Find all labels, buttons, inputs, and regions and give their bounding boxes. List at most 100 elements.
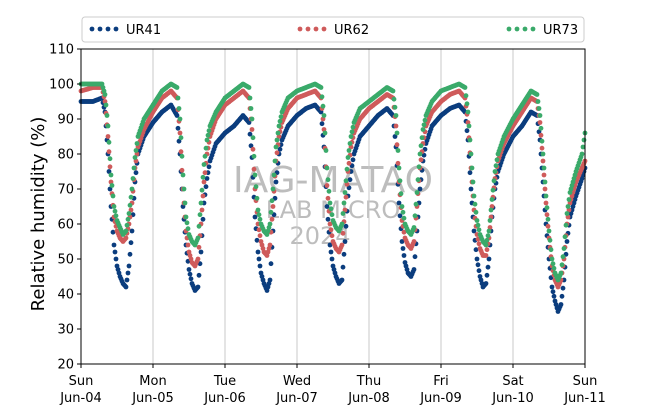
data-point [338, 223, 344, 229]
data-point [536, 129, 542, 135]
data-point [107, 164, 113, 170]
data-point [203, 184, 209, 190]
y-tick-label: 70 [57, 183, 74, 198]
data-point [202, 153, 208, 159]
data-point [482, 253, 488, 258]
data-point [479, 236, 485, 242]
data-point [106, 139, 112, 145]
data-point [199, 207, 205, 213]
data-point [109, 183, 115, 188]
data-point [105, 123, 111, 129]
data-point [122, 229, 128, 235]
data-point [400, 246, 406, 251]
data-point [113, 256, 119, 262]
data-point [536, 106, 542, 111]
data-point [272, 158, 278, 164]
data-point [418, 143, 424, 149]
data-point [204, 176, 210, 181]
y-axis: 20 30 40 50 60 70 80 90 100 110 [49, 43, 81, 373]
data-point [401, 253, 407, 258]
data-point [346, 185, 352, 191]
data-point [538, 132, 544, 138]
data-point [328, 206, 334, 212]
data-point [564, 239, 570, 244]
data-point [202, 170, 208, 176]
data-point [194, 258, 200, 264]
data-point [129, 186, 135, 192]
data-point [133, 148, 139, 153]
data-point [134, 141, 140, 146]
data-point [198, 200, 204, 206]
data-point [557, 304, 563, 310]
data-point [200, 193, 206, 199]
data-point [469, 165, 475, 171]
data-point [389, 88, 395, 93]
data-point [329, 212, 335, 218]
data-point [122, 283, 128, 289]
data-point [204, 137, 210, 143]
data-point [410, 227, 416, 233]
legend-marker [313, 26, 319, 32]
y-tick-label: 110 [49, 43, 74, 58]
data-point [560, 285, 566, 291]
data-point [428, 111, 434, 117]
data-point [212, 144, 218, 149]
data-point [108, 172, 114, 178]
data-point [268, 209, 274, 215]
data-point [414, 190, 420, 195]
data-point [538, 125, 544, 131]
data-point [395, 148, 401, 153]
x-tick-day: Sat [502, 374, 523, 389]
legend-label: UR62 [334, 23, 369, 38]
data-point [181, 186, 187, 192]
data-point [559, 293, 565, 299]
data-point [410, 241, 416, 247]
data-point [203, 145, 209, 151]
data-point [182, 200, 188, 206]
data-point [332, 270, 338, 276]
data-point [545, 216, 551, 222]
data-point [464, 128, 470, 134]
data-point [537, 120, 543, 125]
data-point [476, 268, 482, 274]
data-point [476, 241, 482, 247]
data-point [124, 277, 130, 283]
data-point [347, 141, 353, 146]
data-point [284, 125, 290, 131]
data-point [126, 211, 132, 216]
data-point [196, 244, 202, 250]
x-tick-day: Sun [69, 374, 94, 389]
data-point [560, 254, 566, 260]
data-point [549, 284, 555, 290]
data-point [128, 194, 134, 200]
data-point [179, 167, 185, 173]
y-tick-label: 20 [57, 358, 74, 373]
data-point [276, 123, 282, 129]
data-point [428, 101, 434, 107]
data-point [542, 186, 548, 192]
x-tick-date: Jun-05 [131, 391, 174, 406]
data-point [270, 204, 276, 209]
legend-marker [113, 26, 119, 32]
data-point [404, 226, 410, 232]
x-tick-date: Jun-08 [347, 391, 390, 406]
data-point [572, 197, 578, 202]
data-point [484, 237, 490, 243]
data-point [124, 222, 130, 228]
data-point [177, 116, 183, 122]
data-point [199, 187, 205, 193]
data-point [539, 145, 545, 151]
legend-label: UR73 [543, 23, 578, 38]
data-point [338, 244, 344, 250]
data-point [197, 212, 203, 218]
data-point [132, 155, 138, 160]
data-point [103, 102, 109, 108]
data-points [78, 81, 588, 314]
data-point [412, 254, 418, 260]
plot-frame [80, 48, 586, 365]
data-point [245, 84, 251, 90]
data-point [271, 172, 277, 178]
data-point [284, 108, 290, 114]
data-point [397, 213, 403, 219]
data-point [396, 165, 402, 171]
